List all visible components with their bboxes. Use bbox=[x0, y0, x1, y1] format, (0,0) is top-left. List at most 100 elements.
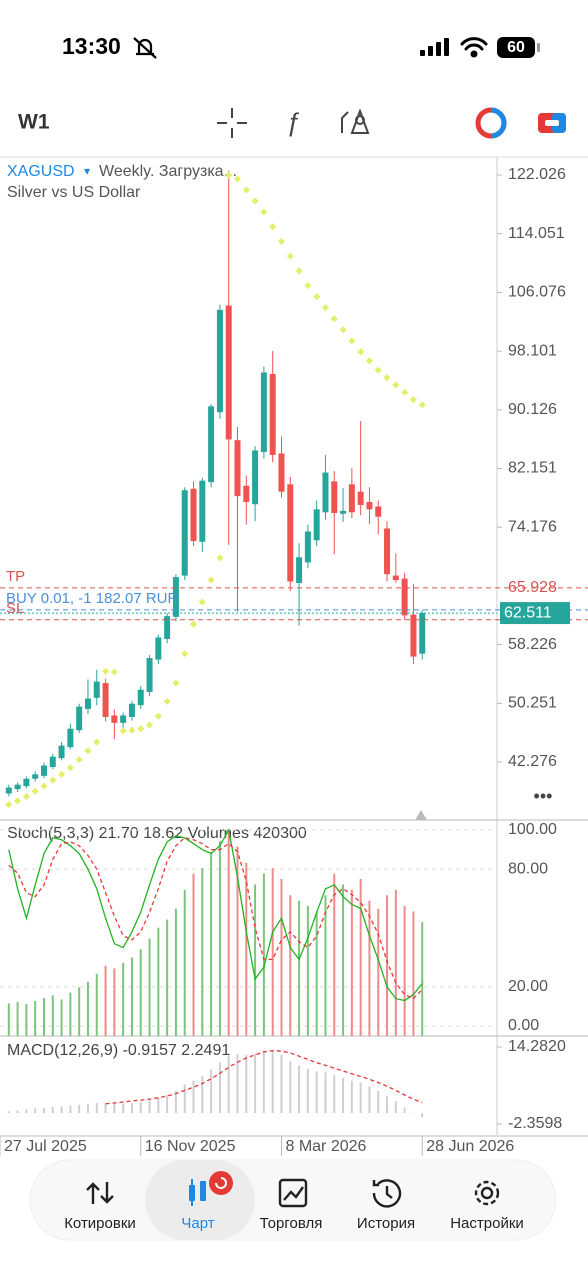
volume-bar bbox=[227, 830, 230, 1036]
stoch-line bbox=[8, 828, 423, 1002]
candle-body bbox=[304, 531, 311, 563]
quotes-icon[interactable] bbox=[86, 1182, 114, 1204]
last-price-label: 62.511 bbox=[504, 604, 552, 621]
candle-body bbox=[401, 578, 408, 616]
candle-body bbox=[199, 480, 206, 542]
volume-bar bbox=[280, 879, 283, 1036]
volume-bar bbox=[271, 868, 274, 1036]
symbol-description: Silver vs US Dollar bbox=[7, 184, 141, 201]
crosshair-button[interactable] bbox=[217, 108, 247, 138]
volume-bar bbox=[7, 1003, 10, 1036]
volume-bar bbox=[166, 919, 169, 1036]
macd-bar bbox=[60, 1106, 63, 1114]
candle-body bbox=[384, 528, 391, 575]
volume-bar bbox=[95, 973, 98, 1036]
volume-bar bbox=[315, 911, 318, 1036]
candle-body bbox=[102, 683, 109, 717]
sar-dot bbox=[409, 396, 417, 404]
tab-label[interactable]: Настройки bbox=[450, 1215, 524, 1232]
sar-dot bbox=[58, 770, 66, 778]
macd-bar bbox=[210, 1069, 213, 1114]
y-tick-label: -2.3598 bbox=[508, 1115, 562, 1132]
tab-label[interactable]: Котировки bbox=[64, 1215, 136, 1232]
sar-dot bbox=[14, 797, 22, 805]
candle-body bbox=[32, 774, 39, 779]
volume-bar bbox=[386, 895, 389, 1036]
sar-dot bbox=[128, 726, 136, 734]
candle-body bbox=[252, 450, 259, 505]
macd-bar bbox=[78, 1104, 81, 1114]
volume-bar bbox=[16, 1002, 19, 1036]
chart-icon[interactable] bbox=[189, 1171, 233, 1206]
candle-body bbox=[23, 778, 30, 787]
stoch-line bbox=[8, 837, 423, 1000]
sar-dot bbox=[383, 374, 391, 382]
volume-bar bbox=[34, 1000, 37, 1036]
sar-dot bbox=[198, 598, 206, 606]
timeframe[interactable]: W1 bbox=[18, 111, 50, 134]
sar-dot bbox=[339, 326, 347, 334]
y-tick-label: 42.276 bbox=[508, 753, 557, 770]
indicators-button[interactable]: ƒ bbox=[286, 107, 300, 137]
volume-bar bbox=[113, 968, 116, 1036]
trade-button[interactable] bbox=[538, 113, 566, 133]
sar-dot bbox=[251, 197, 259, 205]
candle-body bbox=[67, 728, 74, 748]
tab-label[interactable]: Торговля bbox=[260, 1215, 323, 1232]
tab-label[interactable]: Чарт bbox=[181, 1215, 214, 1232]
sar-dot bbox=[330, 315, 338, 323]
volume-bar bbox=[254, 884, 257, 1036]
macd-bar bbox=[377, 1090, 380, 1114]
macd-bar bbox=[174, 1090, 177, 1114]
sar-dot bbox=[225, 171, 233, 179]
y-tick-label: 98.101 bbox=[508, 342, 557, 359]
macd-bar bbox=[262, 1050, 265, 1114]
battery-level: 60 bbox=[507, 39, 525, 56]
candle-body bbox=[392, 575, 399, 581]
symbol[interactable]: XAGUSD bbox=[7, 163, 75, 180]
volume-bar bbox=[333, 873, 336, 1036]
macd-bar bbox=[359, 1082, 362, 1114]
history-icon[interactable] bbox=[372, 1179, 402, 1208]
settings-icon[interactable] bbox=[474, 1180, 500, 1206]
volume-bar bbox=[42, 998, 45, 1036]
x-tick-label: 16 Nov 2025 bbox=[145, 1138, 236, 1155]
y-tick-label: 74.176 bbox=[508, 518, 557, 535]
y-tick-label: 58.226 bbox=[508, 636, 557, 653]
macd-bar bbox=[342, 1077, 345, 1114]
sar-dot bbox=[154, 712, 162, 720]
sar-dot bbox=[75, 756, 83, 764]
volume-bar bbox=[218, 841, 221, 1036]
volume-bar bbox=[201, 868, 204, 1036]
candle-body bbox=[120, 715, 127, 723]
macd-bar bbox=[148, 1100, 151, 1114]
candle-body bbox=[128, 703, 135, 717]
battery-cap bbox=[537, 43, 540, 52]
sar-dot bbox=[295, 267, 303, 275]
macd-bar bbox=[157, 1097, 160, 1114]
volume-bar bbox=[412, 911, 415, 1036]
candle-body bbox=[14, 784, 21, 790]
one-click-button[interactable] bbox=[475, 107, 507, 139]
tab-label[interactable]: История bbox=[357, 1215, 415, 1232]
sar-dot bbox=[348, 337, 356, 345]
objects-button[interactable] bbox=[341, 108, 370, 134]
chart-period: Weekly. Загрузка... bbox=[99, 163, 237, 180]
sar-dot bbox=[401, 388, 409, 396]
candle-body bbox=[172, 577, 179, 617]
x-tick-label: 8 Mar 2026 bbox=[285, 1138, 366, 1155]
volume-bar bbox=[174, 908, 177, 1036]
volume-bar bbox=[210, 851, 213, 1036]
symbol-marker[interactable]: ▾ bbox=[84, 164, 90, 178]
sar-dot bbox=[172, 679, 180, 687]
trade-icon[interactable] bbox=[278, 1178, 308, 1208]
signal-icon bbox=[420, 38, 449, 56]
candle-body bbox=[366, 502, 373, 510]
order-label: BUY 0.01, -1 182.07 RUR bbox=[6, 590, 178, 607]
sar-dot bbox=[260, 208, 268, 216]
y-tick-label: 0.00 bbox=[508, 1017, 539, 1034]
volume-bar bbox=[394, 889, 397, 1036]
more-button[interactable]: ••• bbox=[534, 786, 553, 806]
candle-body bbox=[164, 616, 171, 639]
volume-bar bbox=[122, 962, 125, 1036]
